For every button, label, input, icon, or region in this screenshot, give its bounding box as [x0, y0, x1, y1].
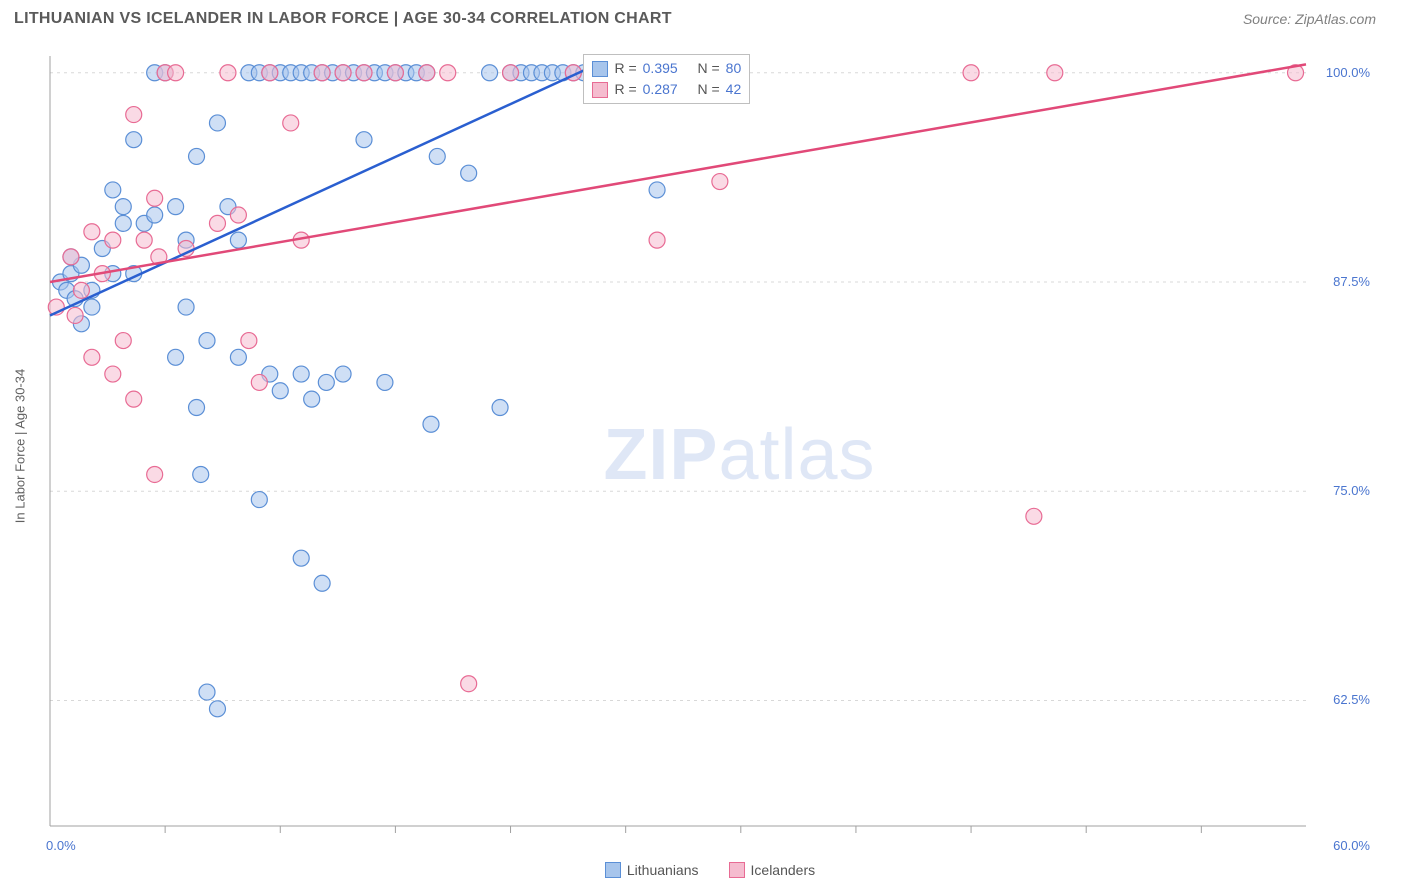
- chart-title: LITHUANIAN VS ICELANDER IN LABOR FORCE |…: [14, 10, 672, 28]
- stat-n-value: 42: [726, 79, 742, 100]
- source-label: Source: ZipAtlas.com: [1243, 11, 1376, 27]
- chart-area: In Labor Force | Age 30-34 ZIPatlas R = …: [44, 50, 1376, 842]
- stat-key: N =: [697, 79, 719, 100]
- y-tick-label: 100.0%: [1326, 65, 1370, 80]
- legend-swatch-icon: [729, 862, 745, 878]
- stat-key: R =: [614, 79, 636, 100]
- legend-label: Icelanders: [751, 862, 816, 878]
- y-tick-label: 75.0%: [1333, 483, 1370, 498]
- legend-swatch-icon: [605, 862, 621, 878]
- y-tick-label: 87.5%: [1333, 274, 1370, 289]
- stat-r-value: 0.395: [643, 58, 678, 79]
- legend-label: Lithuanians: [627, 862, 699, 878]
- y-tick-label: 62.5%: [1333, 692, 1370, 707]
- legend-item-lithuanians: Lithuanians: [605, 862, 699, 878]
- bottom-legend: Lithuanians Icelanders: [44, 862, 1376, 878]
- stats-row: R = 0.287 N = 42: [592, 79, 741, 100]
- series-swatch-icon: [592, 61, 608, 77]
- stat-key: N =: [697, 58, 719, 79]
- stat-n-value: 80: [726, 58, 742, 79]
- stats-row: R = 0.395 N = 80: [592, 58, 741, 79]
- x-tick-label: 60.0%: [1333, 838, 1370, 853]
- stats-legend-box: R = 0.395 N = 80 R = 0.287 N = 42: [583, 54, 750, 104]
- legend-item-icelanders: Icelanders: [729, 862, 816, 878]
- series-swatch-icon: [592, 82, 608, 98]
- stat-r-value: 0.287: [643, 79, 678, 100]
- stat-key: R =: [614, 58, 636, 79]
- x-tick-label: 0.0%: [46, 838, 76, 853]
- y-axis-label: In Labor Force | Age 30-34: [13, 369, 28, 523]
- scatter-plot: [44, 50, 1376, 842]
